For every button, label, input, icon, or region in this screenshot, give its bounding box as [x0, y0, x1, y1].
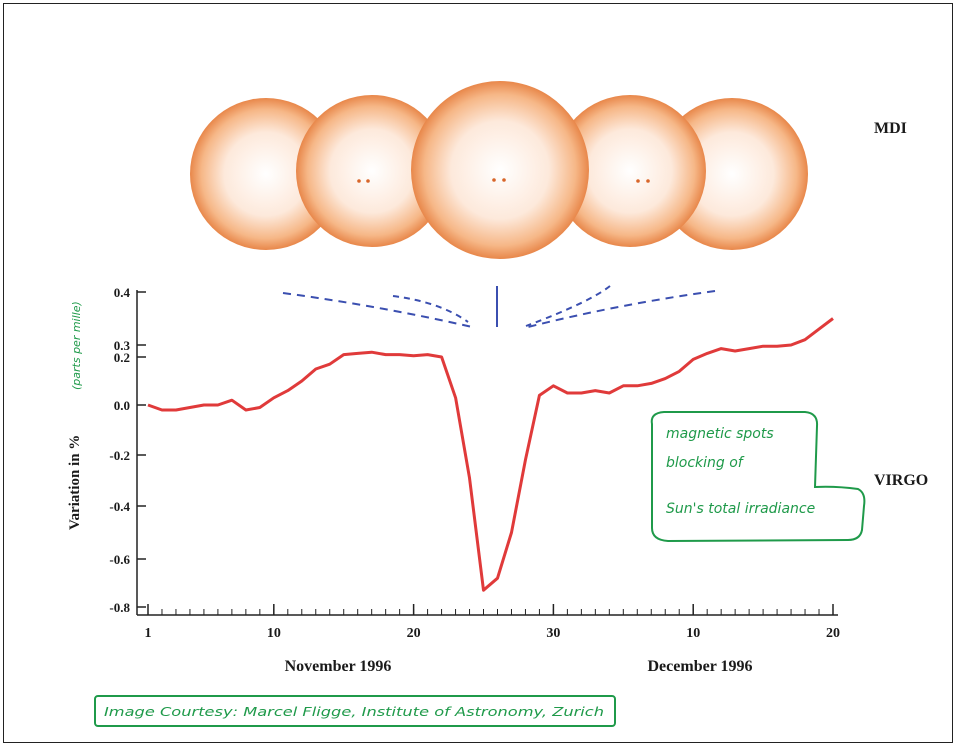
- virgo-irradiance-line: [147, 317, 834, 592]
- y-tick-label: -0.4: [109, 499, 130, 514]
- y-tick-label: 0.0: [114, 398, 130, 413]
- y-tick-label: -0.8: [109, 600, 130, 615]
- x-tick-label: 1: [145, 626, 152, 641]
- guide-lines: [282, 285, 716, 328]
- mdi-label: MDI: [874, 120, 907, 137]
- sunspots: [357, 178, 650, 183]
- y-tick-label: 0.4: [114, 285, 131, 300]
- y-tick-label: 0.2: [114, 350, 130, 365]
- annotation-line-2: blocking of: [666, 455, 745, 471]
- y-ticks: 0.4 0.30.2 0.0 -0.2 -0.4 -0.6 -0.8: [109, 285, 146, 615]
- annotation-line-3: Sun's total irradiance: [666, 501, 815, 517]
- credit-box: Image Courtesy: Marcel Fligge, Institute…: [94, 695, 616, 727]
- virgo-label: VIRGO: [874, 472, 928, 489]
- y-axis-label: Variation in %: [67, 435, 83, 530]
- x-tick-label: 10: [686, 626, 700, 641]
- annotation-line-1: magnetic spots: [666, 426, 774, 442]
- x-tick-label: 10: [267, 626, 281, 641]
- sun-images: [190, 81, 808, 259]
- y-axis-note: (parts per mille): [70, 301, 83, 390]
- annotation-box: magnetic spots blocking of Sun's total i…: [650, 411, 866, 543]
- sun-disc-1: [190, 98, 342, 250]
- x-ticks: 1 10 20 30 10 20: [145, 604, 840, 641]
- month-label-november: November 1996: [285, 658, 392, 675]
- x-tick-label: 20: [826, 626, 840, 641]
- y-tick-label: -0.6: [109, 552, 130, 567]
- image-credit: Image Courtesy: Marcel Fligge, Institute…: [104, 705, 604, 719]
- y-tick-label: -0.2: [109, 448, 130, 463]
- sun-disc-3: [411, 81, 589, 259]
- x-tick-label: 20: [407, 626, 421, 641]
- x-tick-label: 30: [546, 626, 560, 641]
- sun-disc-2: [296, 95, 448, 247]
- y-tick-label: 0.3: [114, 338, 131, 353]
- month-label-december: December 1996: [648, 658, 753, 675]
- sun-disc-4: [554, 95, 706, 247]
